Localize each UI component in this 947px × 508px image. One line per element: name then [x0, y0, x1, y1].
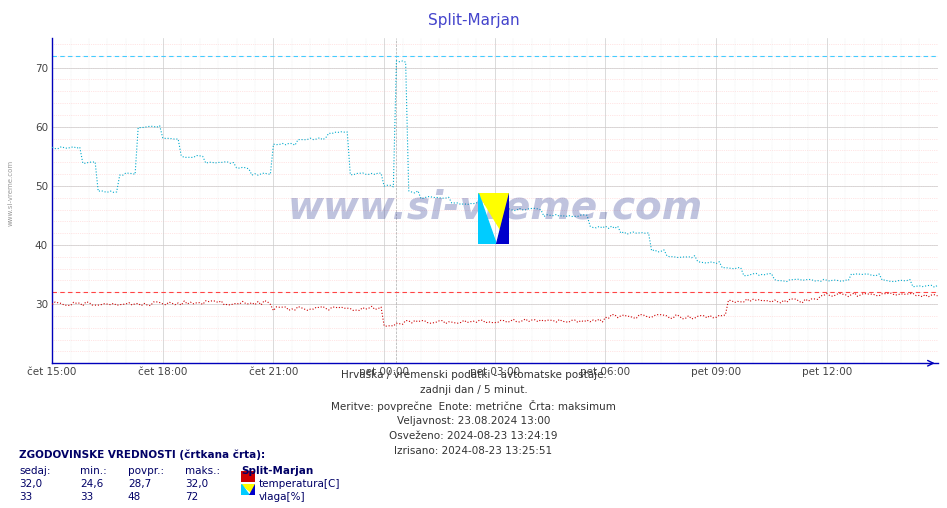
Polygon shape: [241, 484, 249, 495]
Text: www.si-vreme.com: www.si-vreme.com: [287, 188, 703, 226]
Text: 72: 72: [185, 492, 198, 502]
Text: 32,0: 32,0: [19, 479, 42, 489]
Text: 24,6: 24,6: [80, 479, 104, 489]
Text: 33: 33: [80, 492, 94, 502]
Text: maks.:: maks.:: [185, 466, 220, 476]
Polygon shape: [241, 484, 255, 495]
Polygon shape: [496, 193, 509, 244]
Text: ZGODOVINSKE VREDNOSTI (črtkana črta):: ZGODOVINSKE VREDNOSTI (črtkana črta):: [19, 450, 265, 460]
Text: 32,0: 32,0: [185, 479, 207, 489]
Text: zadnji dan / 5 minut.: zadnji dan / 5 minut.: [420, 385, 527, 395]
Text: 33: 33: [19, 492, 32, 502]
Text: Osveženo: 2024-08-23 13:24:19: Osveženo: 2024-08-23 13:24:19: [389, 431, 558, 441]
Text: vlaga[%]: vlaga[%]: [259, 492, 305, 502]
Text: Split-Marjan: Split-Marjan: [428, 13, 519, 28]
Text: 28,7: 28,7: [128, 479, 152, 489]
Text: povpr.:: povpr.:: [128, 466, 164, 476]
Text: 48: 48: [128, 492, 141, 502]
Text: Izrisano: 2024-08-23 13:25:51: Izrisano: 2024-08-23 13:25:51: [395, 446, 552, 456]
Text: Meritve: povprečne  Enote: metrične  Črta: maksimum: Meritve: povprečne Enote: metrične Črta:…: [331, 400, 616, 412]
Text: Split-Marjan: Split-Marjan: [241, 466, 313, 476]
Polygon shape: [478, 193, 509, 244]
Text: Hrvaška / vremenski podatki - avtomatske postaje.: Hrvaška / vremenski podatki - avtomatske…: [341, 370, 606, 380]
Text: Veljavnost: 23.08.2024 13:00: Veljavnost: 23.08.2024 13:00: [397, 416, 550, 426]
Text: temperatura[C]: temperatura[C]: [259, 479, 340, 489]
Text: sedaj:: sedaj:: [19, 466, 50, 476]
Polygon shape: [249, 484, 255, 495]
Polygon shape: [478, 193, 496, 244]
Text: www.si-vreme.com: www.si-vreme.com: [8, 160, 13, 226]
Text: min.:: min.:: [80, 466, 107, 476]
